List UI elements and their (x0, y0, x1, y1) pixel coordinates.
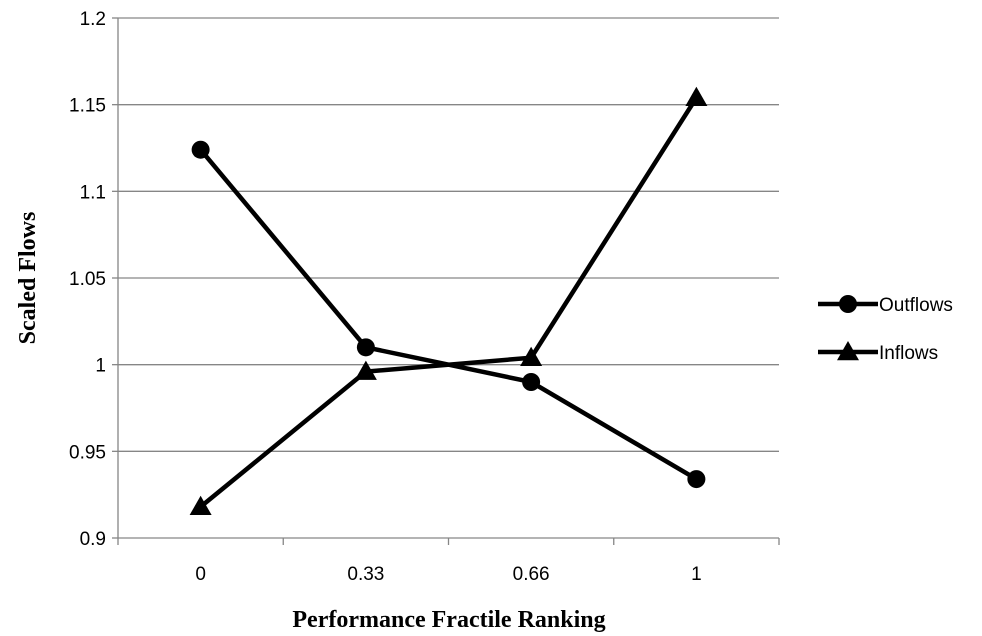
legend-marker-inflows (837, 341, 859, 361)
data-point-outflows (356, 338, 375, 357)
y-tick-label: 0.9 (80, 529, 106, 550)
series-outflows (191, 140, 706, 489)
data-point-inflows (189, 495, 212, 516)
y-tick-labels: 0.9 0.95 1 1.05 1.1 1.15 1.2 (69, 9, 106, 550)
series-inflows (189, 86, 708, 516)
series-group (189, 86, 708, 516)
axes (117, 18, 780, 545)
x-tick-labels: 0 0.33 0.66 1 (195, 564, 701, 585)
y-tick-label: 1.1 (80, 182, 106, 203)
y-tick-label: 1.2 (80, 9, 106, 30)
x-axis-title: Performance Fractile Ranking (292, 607, 605, 633)
series-line-inflows (199, 96, 699, 509)
y-tick-label: 1.15 (69, 96, 106, 117)
y-tick-label: 1.05 (69, 269, 106, 290)
data-point-outflows (522, 373, 541, 391)
x-tick-label: 0 (195, 564, 206, 585)
series-line-outflows (198, 148, 698, 482)
y-tick-label: 0.95 (69, 442, 106, 463)
x-tick-label: 0.33 (347, 564, 384, 585)
legend-marker-outflows (839, 295, 857, 313)
gridlines (112, 17, 779, 539)
legend-item-inflows: Inflows (818, 341, 938, 364)
x-tick-label: 0.66 (513, 564, 550, 585)
legend-item-outflows: Outflows (818, 295, 953, 316)
legend-label-inflows: Inflows (879, 343, 938, 364)
y-tick-label: 1 (95, 356, 106, 377)
data-point-inflows (685, 86, 708, 106)
data-point-inflows (354, 360, 377, 380)
data-point-inflows (520, 346, 543, 366)
legend: Outflows Inflows (818, 295, 953, 364)
legend-label-outflows: Outflows (879, 295, 953, 316)
y-axis-title: Scaled Flows (15, 212, 41, 345)
data-point-outflows (191, 140, 210, 159)
data-point-outflows (687, 470, 706, 489)
x-tick-label: 1 (691, 564, 702, 585)
